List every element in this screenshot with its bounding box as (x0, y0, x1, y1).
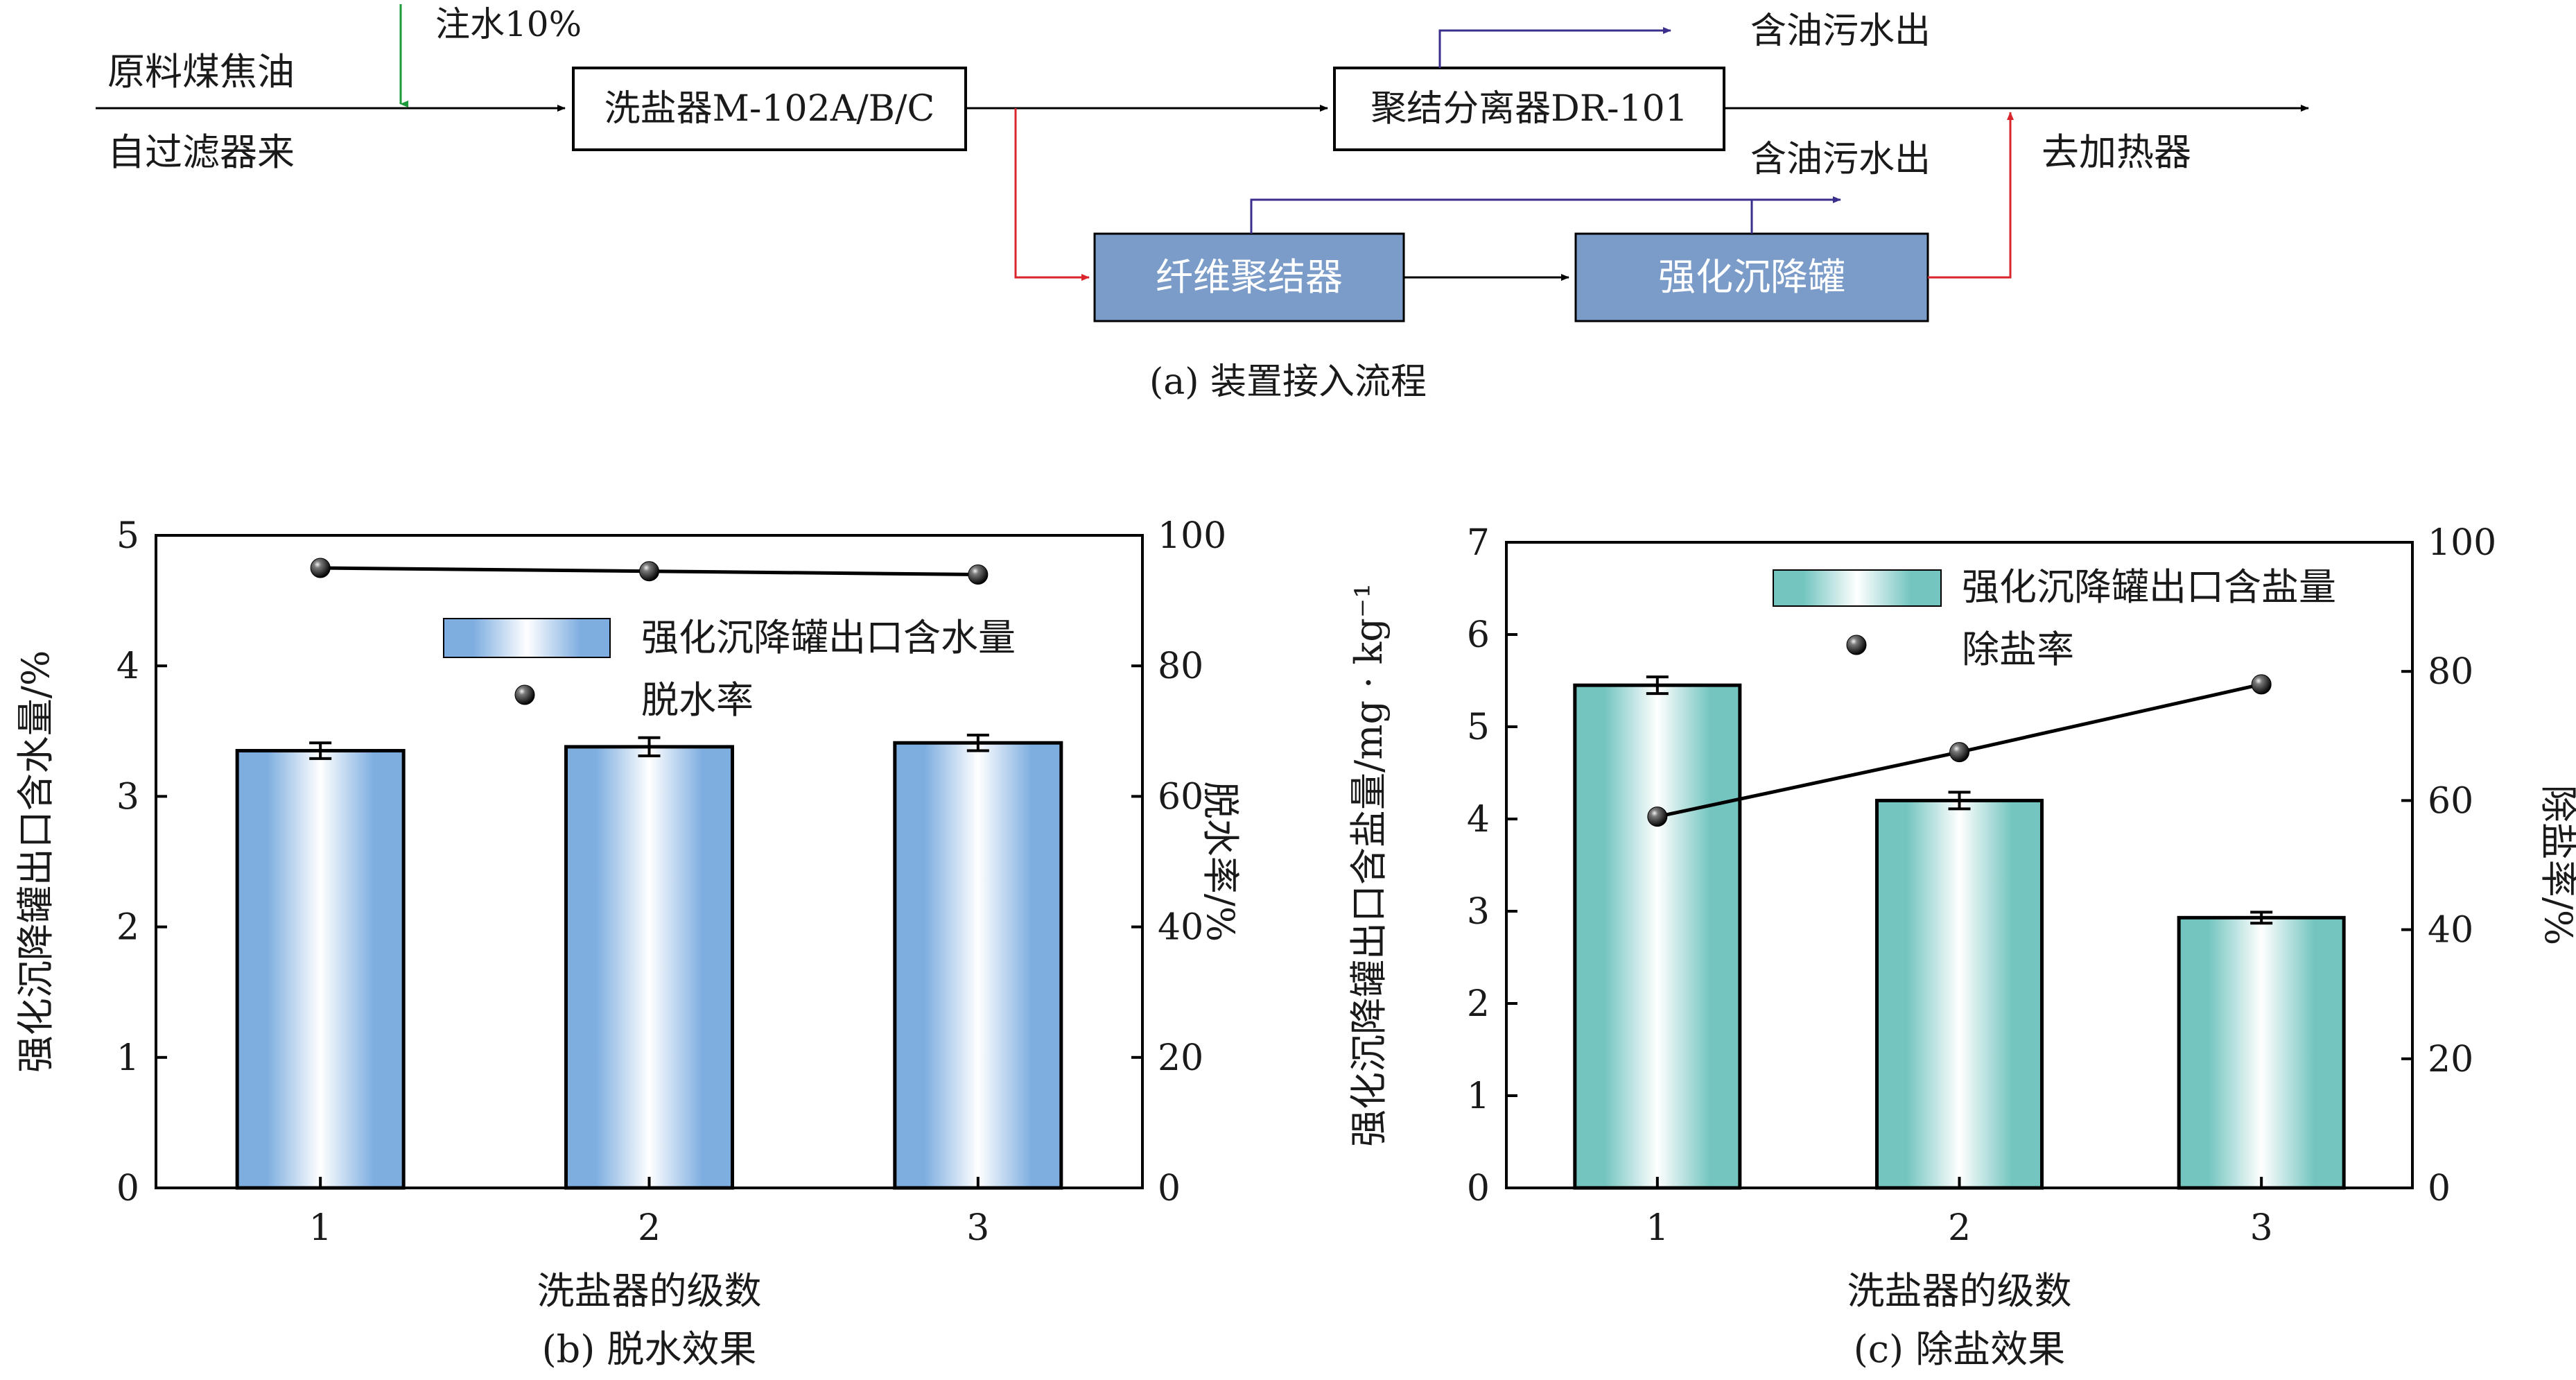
y2-tick-label: 40 (2428, 910, 2473, 951)
rate-point (2251, 674, 2272, 695)
y-tick-label: 5 (1467, 707, 1490, 748)
x-tick-label: 2 (638, 1207, 661, 1249)
bar (564, 745, 734, 1190)
y2-axis-title: 除盐率/% (2536, 785, 2576, 946)
oil-water-outlet-1-line (1438, 27, 1671, 68)
y-tick-label: 2 (116, 907, 139, 949)
bar (235, 749, 406, 1190)
y-tick-label: 3 (116, 776, 139, 818)
legend-bar-label: 强化沉降罐出口含水量 (641, 616, 1016, 659)
legend-line-label: 除盐率 (1962, 628, 2074, 671)
legend-bar-swatch (443, 618, 611, 658)
y-tick-label: 7 (1467, 522, 1490, 564)
y2-tick-label: 80 (2428, 651, 2473, 693)
feed-label-bottom: 自过滤器来 (107, 130, 295, 174)
legend-point-swatch (1846, 635, 1867, 655)
y2-tick-label: 20 (2428, 1039, 2473, 1080)
rate-point (639, 561, 659, 582)
y2-tick-label: 0 (2428, 1168, 2451, 1209)
desalter-label: 洗盐器M-102A/B/C (604, 88, 935, 130)
legend-line-label: 脱水率 (641, 678, 754, 722)
x-tick-label: 1 (309, 1207, 332, 1249)
fiber-coalescer-box (1093, 232, 1405, 322)
chart-caption: (b) 脱水效果 (542, 1327, 757, 1371)
y2-tick-label: 40 (1158, 907, 1203, 949)
oil-water-outlet-2-line (1250, 196, 1841, 234)
bar (1573, 683, 1742, 1190)
y2-tick-label: 0 (1158, 1168, 1181, 1209)
y-tick-label: 1 (116, 1037, 139, 1079)
x-axis-title: 洗盐器的级数 (1847, 1269, 2072, 1313)
y2-tick-label: 100 (1158, 515, 1226, 557)
feed-label-top: 原料煤焦油 (107, 50, 295, 94)
process-flow-diagram: 注水10% 原料煤焦油 自过滤器来 洗盐器M-102A/B/C 聚结分离器DR-… (96, 4, 2309, 403)
x-tick-label: 3 (2250, 1207, 2273, 1249)
y-tick-label: 4 (1467, 799, 1490, 840)
x-tick-label: 2 (1948, 1207, 1971, 1249)
chart-caption: (c) 除盐效果 (1854, 1327, 2066, 1371)
legend-bar-swatch (1773, 569, 1942, 607)
y2-tick-label: 60 (1158, 776, 1203, 818)
y2-tick-label: 100 (2428, 522, 2496, 564)
y2-axis-title: 脱水率/% (1199, 782, 1242, 942)
to-heater-label: 去加热器 (2042, 130, 2191, 174)
x-axis-title: 洗盐器的级数 (537, 1269, 762, 1313)
bar (2177, 915, 2346, 1190)
legend-bar-label: 强化沉降罐出口含盐量 (1962, 565, 2336, 609)
y-tick-label: 6 (1467, 614, 1490, 656)
rate-point (1949, 742, 1969, 763)
caption-a: (a) 装置接入流程 (1149, 361, 1427, 403)
rate-point (310, 558, 331, 578)
separator-box (1333, 67, 1725, 151)
y2-tick-label: 60 (2428, 780, 2473, 822)
rate-point (1647, 807, 1668, 827)
oily-water-label-1: 含油污水出 (1750, 10, 1931, 52)
oily-water-label-2: 含油污水出 (1750, 139, 1931, 180)
bar (893, 741, 1063, 1190)
desalting-chart: 0 1 2 3 4 5 6 7 0 20 40 60 80 100 1 2 3 强化沉降罐出口含盐量/mg · k… (1347, 522, 2576, 1371)
x-tick-label: 1 (1646, 1207, 1669, 1249)
dehydration-chart: 0 1 2 3 4 5 0 20 40 60 80 100 1 2 3 强化沉降罐出口含水量/% 脱水率/% 洗盐… (14, 515, 1242, 1371)
bypass-inlet-line (1014, 108, 1090, 281)
fiber-coalescer-label: 纤维聚结器 (1156, 255, 1343, 299)
water-injection-label: 注水10% (435, 4, 582, 44)
y-tick-label: 5 (116, 515, 139, 557)
y-tick-label: 4 (116, 646, 139, 687)
y-tick-label: 3 (1467, 891, 1490, 933)
y-tick-label: 1 (1467, 1076, 1490, 1117)
y-axis-title: 强化沉降罐出口含水量/% (14, 650, 58, 1073)
x-tick-label: 3 (966, 1207, 989, 1249)
separator-label: 聚结分离器DR-101 (1370, 88, 1688, 130)
bypass-return-line (1928, 112, 2014, 279)
y2-tick-label: 80 (1158, 646, 1203, 687)
y-tick-label: 0 (116, 1168, 139, 1209)
y-tick-label: 2 (1467, 983, 1490, 1025)
y-axis-title: 强化沉降罐出口含盐量/mg · kg⁻¹ (1347, 583, 1391, 1147)
rate-point (968, 564, 989, 585)
bar (1875, 798, 2044, 1190)
settling-tank-label: 强化沉降罐 (1658, 255, 1845, 299)
y2-tick-label: 20 (1158, 1037, 1203, 1079)
legend-point-swatch (514, 684, 535, 705)
y-tick-label: 0 (1467, 1168, 1490, 1209)
desalter-box (572, 67, 967, 151)
